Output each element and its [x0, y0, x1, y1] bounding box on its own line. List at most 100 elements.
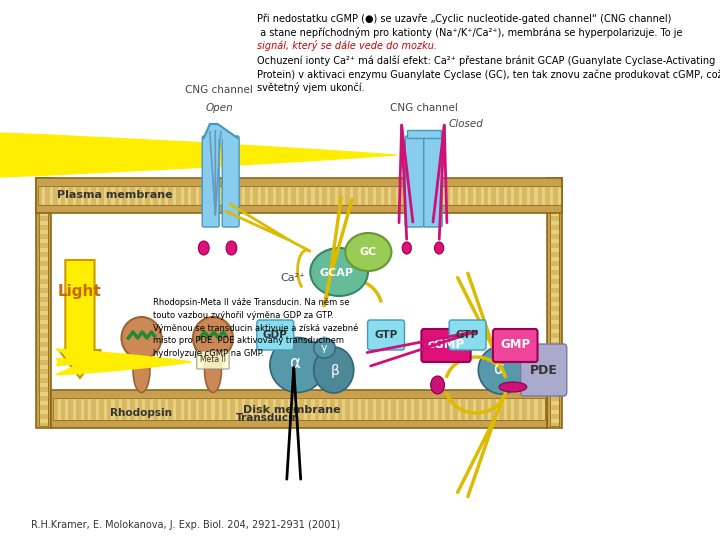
Polygon shape — [376, 399, 381, 420]
Polygon shape — [284, 186, 288, 205]
Polygon shape — [40, 342, 48, 347]
Polygon shape — [361, 399, 365, 420]
Polygon shape — [68, 186, 73, 205]
Polygon shape — [40, 180, 48, 185]
Polygon shape — [84, 186, 89, 205]
Polygon shape — [168, 399, 173, 420]
Polygon shape — [322, 186, 327, 205]
Polygon shape — [522, 186, 527, 205]
Ellipse shape — [314, 347, 354, 393]
Polygon shape — [550, 324, 559, 329]
Polygon shape — [468, 399, 473, 420]
FancyBboxPatch shape — [405, 136, 423, 227]
Polygon shape — [438, 399, 442, 420]
Polygon shape — [36, 178, 51, 428]
Text: Meta II: Meta II — [200, 355, 226, 364]
Polygon shape — [192, 399, 196, 420]
Polygon shape — [550, 180, 559, 185]
Polygon shape — [346, 399, 350, 420]
Polygon shape — [530, 186, 534, 205]
Polygon shape — [184, 399, 189, 420]
Polygon shape — [40, 216, 48, 221]
Polygon shape — [538, 186, 542, 205]
Polygon shape — [238, 399, 242, 420]
Polygon shape — [399, 399, 404, 420]
Polygon shape — [330, 186, 335, 205]
Ellipse shape — [314, 338, 336, 358]
Polygon shape — [491, 186, 496, 205]
Text: a stane nepříchodným pro kationty (Na⁺/K⁺/Ca²⁺), membrána se hyperpolarizuje. To: a stane nepříchodným pro kationty (Na⁺/K… — [257, 27, 683, 38]
Polygon shape — [550, 351, 559, 356]
Polygon shape — [230, 186, 235, 205]
Polygon shape — [461, 399, 465, 420]
Polygon shape — [153, 186, 158, 205]
Polygon shape — [40, 288, 48, 293]
Polygon shape — [546, 178, 562, 428]
Polygon shape — [491, 399, 496, 420]
Polygon shape — [176, 399, 181, 420]
Polygon shape — [550, 405, 559, 410]
Polygon shape — [550, 261, 559, 266]
Polygon shape — [204, 124, 238, 138]
Polygon shape — [550, 198, 559, 203]
Polygon shape — [550, 189, 559, 194]
Polygon shape — [369, 399, 373, 420]
Polygon shape — [253, 399, 258, 420]
Polygon shape — [122, 186, 127, 205]
Text: α: α — [289, 354, 300, 372]
Text: GTP: GTP — [456, 330, 480, 340]
Polygon shape — [176, 186, 181, 205]
Polygon shape — [130, 186, 135, 205]
Polygon shape — [40, 225, 48, 230]
Polygon shape — [307, 186, 312, 205]
Polygon shape — [161, 186, 166, 205]
Polygon shape — [515, 186, 519, 205]
Polygon shape — [407, 130, 441, 138]
Polygon shape — [550, 297, 559, 302]
Polygon shape — [153, 399, 158, 420]
Polygon shape — [550, 396, 559, 401]
Text: Disk membrane: Disk membrane — [243, 405, 341, 415]
FancyBboxPatch shape — [257, 320, 294, 350]
Polygon shape — [37, 186, 42, 205]
Polygon shape — [215, 186, 219, 205]
Polygon shape — [422, 186, 427, 205]
Polygon shape — [36, 178, 562, 213]
Polygon shape — [145, 186, 150, 205]
Circle shape — [199, 241, 209, 255]
Polygon shape — [269, 186, 273, 205]
Polygon shape — [353, 186, 358, 205]
Polygon shape — [550, 270, 559, 275]
Polygon shape — [376, 186, 381, 205]
Polygon shape — [553, 186, 557, 205]
Ellipse shape — [478, 346, 524, 394]
Polygon shape — [407, 399, 411, 420]
Polygon shape — [538, 399, 542, 420]
Polygon shape — [550, 180, 559, 426]
Polygon shape — [530, 399, 534, 420]
Polygon shape — [392, 186, 396, 205]
Polygon shape — [499, 399, 504, 420]
FancyBboxPatch shape — [423, 136, 442, 227]
Polygon shape — [292, 186, 296, 205]
Polygon shape — [40, 369, 48, 374]
Polygon shape — [399, 186, 404, 205]
Ellipse shape — [499, 382, 527, 392]
Text: signál, který se dále vede do mozku.: signál, který se dále vede do mozku. — [257, 40, 437, 51]
FancyBboxPatch shape — [521, 344, 567, 396]
Polygon shape — [422, 399, 427, 420]
Polygon shape — [384, 186, 388, 205]
Text: Closed: Closed — [449, 119, 483, 129]
Polygon shape — [415, 186, 419, 205]
Text: β: β — [331, 364, 340, 378]
Polygon shape — [299, 186, 304, 205]
Text: světetný vjem ukončí.: světetný vjem ukončí. — [257, 82, 364, 93]
Polygon shape — [207, 186, 212, 205]
Polygon shape — [484, 399, 488, 420]
Polygon shape — [53, 399, 545, 420]
Polygon shape — [40, 243, 48, 248]
Polygon shape — [40, 405, 48, 410]
Polygon shape — [484, 186, 488, 205]
Polygon shape — [550, 315, 559, 320]
Text: Při nedostatku cGMP (●) se uzavře „Cyclic nucleotide-gated channel“ (CNG channel: Při nedostatku cGMP (●) se uzavře „Cycli… — [257, 14, 671, 24]
